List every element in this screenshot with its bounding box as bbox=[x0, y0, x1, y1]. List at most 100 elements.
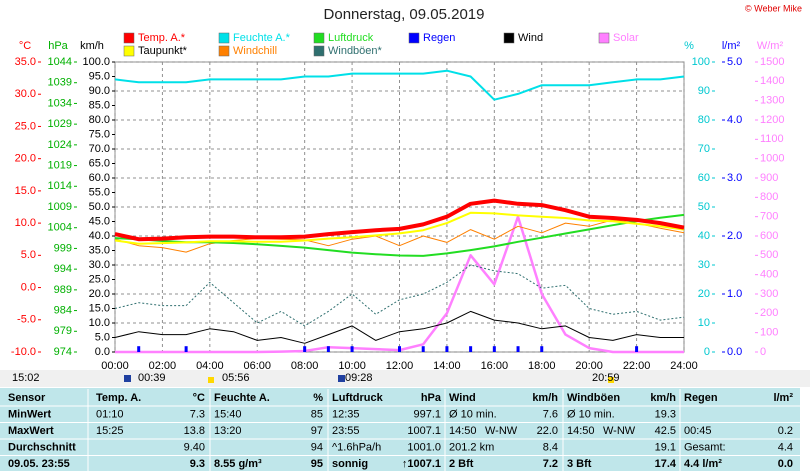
table-cell: 19.1 bbox=[655, 441, 676, 453]
table-cell: 0.2 bbox=[778, 425, 793, 437]
y-tick-label: 1029 bbox=[48, 118, 72, 130]
y-tick-label: 984 bbox=[54, 304, 72, 316]
series-line bbox=[114, 69, 685, 101]
table-cell: km/h bbox=[650, 392, 676, 404]
y-tick-label: 35.0 bbox=[15, 56, 36, 68]
y-tick-label: 400 bbox=[760, 269, 778, 281]
time-annotation: 15:02 bbox=[12, 372, 40, 384]
y-tick-label: 600 bbox=[760, 230, 778, 242]
table-cell: W-NW bbox=[603, 425, 636, 437]
table-cell: 23:55 bbox=[332, 425, 360, 437]
table-cell: Durchschnitt bbox=[8, 441, 76, 453]
table-cell: % bbox=[313, 392, 323, 404]
x-tick-label: 18:00 bbox=[528, 360, 556, 372]
y-tick-label: 30.0 bbox=[15, 88, 36, 100]
y-tick-label: 35.0 bbox=[89, 244, 110, 256]
axis-unit: hPa bbox=[48, 40, 68, 52]
sun-icon bbox=[608, 377, 614, 383]
y-tick-label: 1200 bbox=[760, 114, 784, 126]
axis-unit: W/m² bbox=[757, 40, 784, 52]
y-tick-label: 1039 bbox=[48, 77, 72, 89]
table-cell: 1001.0 bbox=[407, 441, 441, 453]
y-tick-label: 70.0 bbox=[89, 143, 110, 155]
copyright: © Weber Mike bbox=[745, 3, 802, 13]
rain-bar bbox=[469, 346, 473, 352]
table-cell: 15:25 bbox=[96, 425, 124, 437]
y-tick-label: 40.0 bbox=[89, 230, 110, 242]
y-tick-label: 20.0 bbox=[15, 153, 36, 165]
series-line bbox=[114, 211, 685, 245]
table-cell: 14:50 bbox=[567, 425, 595, 437]
table-cell: 3 Bft bbox=[567, 458, 592, 470]
y-tick-label: -5.0 bbox=[17, 314, 36, 326]
table-cell: Temp. A. bbox=[96, 392, 141, 404]
rain-bar bbox=[350, 346, 354, 352]
table-cell: Sensor bbox=[8, 392, 46, 404]
y-tick-label: 1400 bbox=[760, 75, 784, 87]
table-cell: 95 bbox=[311, 458, 323, 470]
y-tick-label: 20.0 bbox=[89, 288, 110, 300]
y-tick-label: 100 bbox=[760, 327, 778, 339]
y-tick-label: 1024 bbox=[48, 139, 72, 151]
table-cell: W-NW bbox=[485, 425, 518, 437]
legend-label: Taupunkt* bbox=[138, 45, 188, 57]
y-tick-label: 50 bbox=[698, 201, 710, 213]
series-line bbox=[114, 264, 685, 327]
table-cell: 22.0 bbox=[537, 425, 558, 437]
x-tick-label: 04:00 bbox=[196, 360, 224, 372]
table-cell: 01:10 bbox=[96, 408, 124, 420]
table-cell: Gesamt: bbox=[684, 441, 726, 453]
y-tick-label: 10 bbox=[698, 317, 710, 329]
sun-icon bbox=[208, 377, 214, 383]
y-tick-label: 0 bbox=[760, 346, 766, 358]
y-tick-label: 200 bbox=[760, 307, 778, 319]
y-tick-label: 500 bbox=[760, 249, 778, 261]
legend-swatch bbox=[598, 32, 610, 44]
y-tick-label: 25.0 bbox=[15, 120, 36, 132]
y-tick-label: 60.0 bbox=[89, 172, 110, 184]
rain-bar bbox=[421, 346, 425, 352]
y-tick-label: 994 bbox=[54, 263, 72, 275]
axis-unit: % bbox=[684, 40, 694, 52]
table-cell: 15:40 bbox=[214, 408, 242, 420]
series-line bbox=[114, 198, 685, 242]
table-cell: 1007.1 bbox=[407, 425, 441, 437]
y-tick-label: 45.0 bbox=[89, 215, 110, 227]
table-cell: 13:20 bbox=[214, 425, 242, 437]
y-tick-label: 0.0 bbox=[727, 346, 742, 358]
x-tick-label: 00:00 bbox=[101, 360, 129, 372]
legend-swatch bbox=[218, 45, 230, 57]
y-tick-label: 1014 bbox=[48, 180, 72, 192]
y-tick-label: 15.0 bbox=[89, 302, 110, 314]
y-tick-label: 85.0 bbox=[89, 99, 110, 111]
table-cell: 14:50 bbox=[449, 425, 477, 437]
time-annotation: 09:28 bbox=[345, 372, 373, 384]
y-tick-label: 80 bbox=[698, 114, 710, 126]
y-tick-label: 3.0 bbox=[727, 172, 742, 184]
rain-bar bbox=[326, 346, 330, 352]
y-tick-label: 900 bbox=[760, 172, 778, 184]
table-cell: 94 bbox=[311, 441, 323, 453]
y-tick-label: 800 bbox=[760, 191, 778, 203]
table-background bbox=[0, 388, 800, 471]
time-annotation: 20:59 bbox=[592, 372, 620, 384]
time-strip bbox=[0, 370, 810, 387]
table-cell: 00:45 bbox=[684, 425, 712, 437]
table-cell: 0.0 bbox=[778, 458, 793, 470]
y-tick-label: 0.0 bbox=[21, 281, 36, 293]
axis-unit: l/m² bbox=[722, 40, 741, 52]
y-tick-label: 80.0 bbox=[89, 114, 110, 126]
table-cell: 7.3 bbox=[190, 408, 205, 420]
table-cell: 8.4 bbox=[543, 441, 558, 453]
y-tick-label: 1.0 bbox=[727, 288, 742, 300]
y-tick-label: 40 bbox=[698, 230, 710, 242]
legend-swatch bbox=[408, 32, 420, 44]
y-tick-label: 90 bbox=[698, 85, 710, 97]
y-tick-label: 100.0 bbox=[82, 56, 110, 68]
y-tick-label: 1019 bbox=[48, 159, 72, 171]
legend-swatch bbox=[218, 32, 230, 44]
legend-label: Wind bbox=[518, 32, 543, 44]
y-tick-label: 75.0 bbox=[89, 128, 110, 140]
y-tick-label: 90.0 bbox=[89, 85, 110, 97]
y-tick-label: 25.0 bbox=[89, 273, 110, 285]
